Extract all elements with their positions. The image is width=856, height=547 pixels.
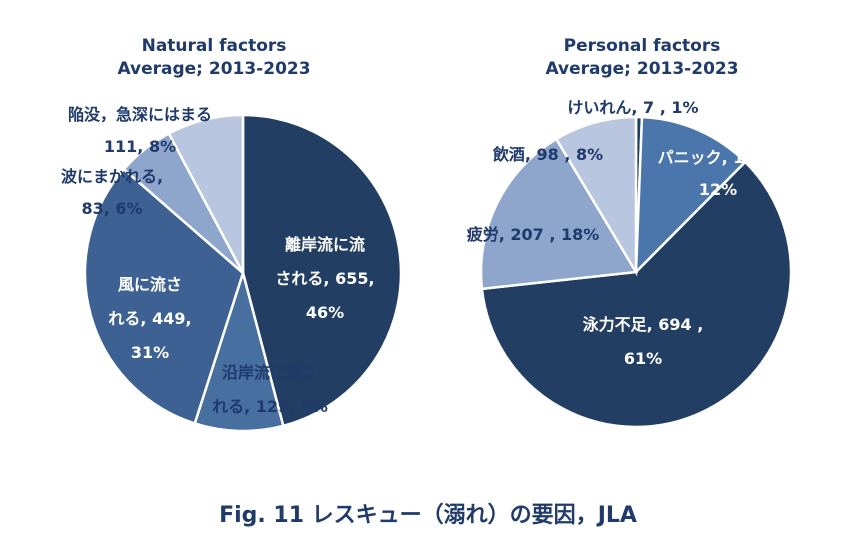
- figure-caption: Fig. 11 レスキュー（溺れ）の要因，JLA: [219, 503, 637, 528]
- pie-slice: [193, 268, 285, 433]
- slice-label: 波にまかれる, 83, 6%: [61, 167, 163, 218]
- pie-personal: けいれん, 7 , 1% パニック, 135 , 12% 泳力不足, 694 , 61%…: [467, 98, 793, 429]
- slice-label: 風に流される, 449, 31%: [108, 275, 191, 362]
- slice-label: 沿岸流に流される, 129, 9%: [212, 363, 328, 416]
- slice-label: 疲労, 207 , 18%: [467, 225, 600, 244]
- natural-factors-chart: Natural factors Average; 2013-2023 離岸流に流…: [0, 0, 428, 480]
- pie-slice: [83, 167, 245, 426]
- slice-label: 泳力不足, 694 , 61%: [583, 315, 704, 368]
- chart-title: Personal factors: [563, 36, 721, 56]
- pie-slice: [554, 115, 638, 277]
- pie-slice: [480, 160, 793, 429]
- pie-natural: 離岸流に流される, 655, 46% 沿岸流に流される, 129, 9% 風に流される…: [61, 105, 403, 433]
- pie-slice: [167, 113, 245, 274]
- slice-label: 離岸流に流される, 655, 46%: [275, 235, 374, 322]
- slice-label: 陥没，急深にはまる 111, 8%: [68, 105, 212, 156]
- chart-subtitle: Average; 2013-2023: [545, 59, 739, 79]
- slice-label: けいれん, 7 , 1%: [567, 98, 698, 117]
- pie-slice: [479, 137, 639, 291]
- pie-slice: [241, 113, 403, 428]
- slice-label: パニック, 135 , 12%: [658, 148, 779, 199]
- chart-subtitle: Average; 2013-2023: [117, 59, 311, 79]
- pie-slice: [634, 115, 747, 276]
- chart-title: Natural factors: [141, 36, 287, 56]
- personal-factors-chart: Personal factors Average; 2013-2023 けいれん…: [428, 0, 856, 480]
- slice-label: 飲酒, 98 , 8%: [492, 145, 603, 164]
